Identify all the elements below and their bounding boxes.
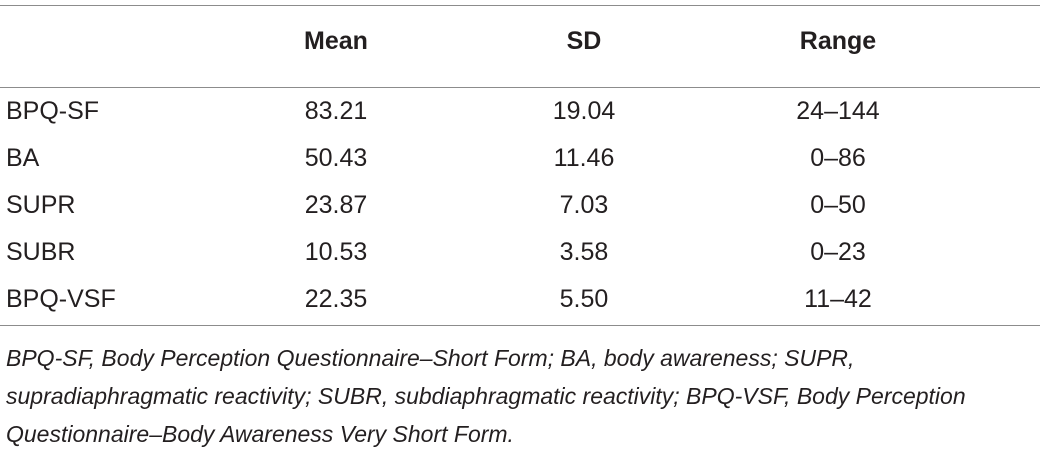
table-row: BPQ-SF 83.21 19.04 24–144 bbox=[0, 88, 1040, 134]
row-sd: 11.46 bbox=[553, 144, 615, 172]
row-mean: 23.87 bbox=[304, 191, 368, 219]
row-mean: 10.53 bbox=[304, 238, 368, 266]
header-mean: Mean bbox=[304, 27, 368, 55]
row-sd: 7.03 bbox=[559, 191, 609, 219]
row-label: BA bbox=[6, 144, 40, 172]
table-row: SUPR 23.87 7.03 0–50 bbox=[0, 182, 1040, 228]
row-range: 0–86 bbox=[810, 144, 866, 172]
table-row: BA 50.43 11.46 0–86 bbox=[0, 135, 1040, 181]
row-label: SUBR bbox=[6, 238, 76, 266]
row-range: 0–23 bbox=[810, 238, 866, 266]
row-sd: 3.58 bbox=[559, 238, 609, 266]
row-range: 0–50 bbox=[810, 191, 866, 219]
row-label: BPQ-VSF bbox=[6, 285, 116, 313]
row-mean: 22.35 bbox=[304, 285, 368, 313]
row-mean: 50.43 bbox=[304, 144, 368, 172]
table-header-rule bbox=[0, 87, 1040, 88]
row-range: 11–42 bbox=[804, 285, 872, 313]
row-mean: 83.21 bbox=[304, 97, 368, 125]
table-top-rule bbox=[0, 5, 1040, 6]
table-row: SUBR 10.53 3.58 0–23 bbox=[0, 229, 1040, 275]
row-sd: 5.50 bbox=[559, 285, 609, 313]
row-label: BPQ-SF bbox=[6, 97, 100, 125]
row-sd: 19.04 bbox=[552, 97, 616, 125]
table-footnote: BPQ-SF, Body Perception Questionnaire–Sh… bbox=[6, 345, 966, 447]
row-range: 24–144 bbox=[796, 97, 880, 125]
table-bottom-rule bbox=[0, 325, 1040, 326]
header-sd: SD bbox=[566, 27, 602, 55]
table-row: BPQ-VSF 22.35 5.50 11–42 bbox=[0, 276, 1040, 322]
header-range: Range bbox=[799, 27, 877, 55]
table-header-row: Mean SD Range bbox=[0, 18, 1040, 64]
row-label: SUPR bbox=[6, 191, 76, 219]
